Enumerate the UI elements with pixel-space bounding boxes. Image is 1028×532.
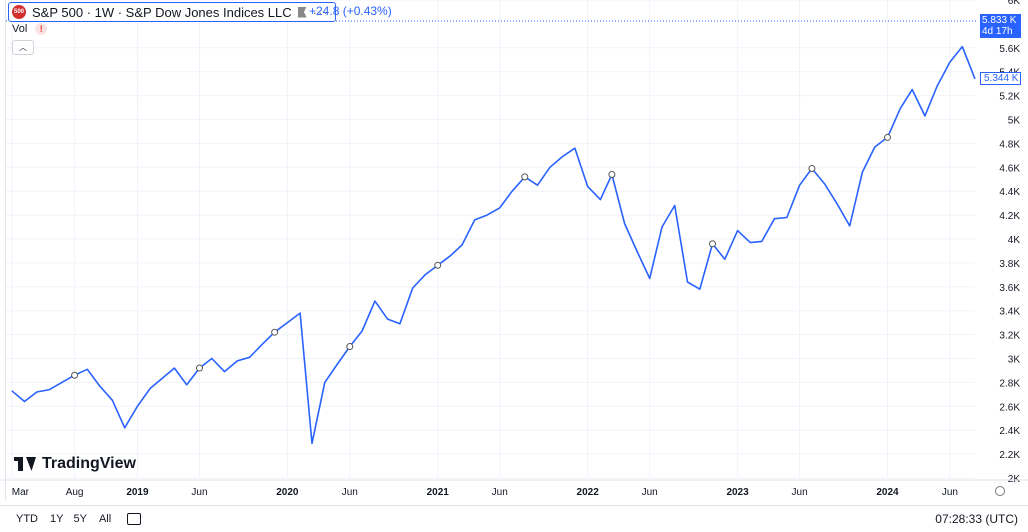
sp500-logo-icon: 500: [12, 5, 26, 19]
x-tick-label: Aug: [66, 487, 84, 498]
range-1y-button[interactable]: 1Y: [50, 513, 64, 525]
tradingview-logo-icon: [14, 457, 36, 471]
event-marker: [71, 371, 79, 379]
x-tick-label: Jun: [642, 487, 658, 498]
y-tick-label: 2.8K: [999, 378, 1020, 389]
x-tick-label: 2021: [427, 487, 450, 498]
flag-icon[interactable]: [297, 6, 307, 18]
y-tick-label: 3K: [1008, 355, 1021, 366]
price-chart[interactable]: 2K2.2K2.4K2.6K2.8K3K3.2K3.4K3.6K3.8K4K4.…: [0, 0, 1028, 505]
event-marker: [434, 261, 442, 269]
event-marker: [271, 328, 279, 336]
event-marker: [884, 133, 892, 141]
y-tick-label: 4.8K: [999, 139, 1020, 150]
y-tick-label: 5.6K: [999, 44, 1020, 55]
y-tick-label: 3.8K: [999, 259, 1020, 270]
y-tick-label: 4.2K: [999, 211, 1020, 222]
y-tick-label: 5.2K: [999, 92, 1020, 103]
watermark-text: TradingView: [42, 455, 136, 472]
y-tick-label: 2.4K: [999, 426, 1020, 437]
y-tick-label: 3.2K: [999, 331, 1020, 342]
series-line: [11, 45, 976, 445]
calendar-icon[interactable]: [127, 513, 142, 525]
collapse-legend-button[interactable]: ︿: [12, 40, 34, 55]
bar-countdown: 4d 17h: [982, 26, 1013, 37]
y-tick-label: 2.2K: [999, 450, 1020, 461]
event-marker: [608, 170, 616, 178]
x-tick-label: Mar: [12, 487, 30, 498]
tradingview-watermark[interactable]: TradingView: [14, 455, 136, 473]
event-marker: [521, 173, 529, 181]
x-tick-label: Jun: [792, 487, 808, 498]
x-tick-label: Jun: [492, 487, 508, 498]
x-tick-label: Jun: [342, 487, 358, 498]
chevron-up-icon: ︿: [19, 43, 27, 52]
x-tick-label: 2023: [726, 487, 749, 498]
bottom-toolbar: YTD 1Y 5Y All 07:28:33 (UTC): [0, 505, 1028, 532]
range-5y-button[interactable]: 5Y: [73, 513, 87, 525]
event-marker: [346, 343, 354, 351]
y-tick-label: 4K: [1008, 235, 1021, 246]
event-marker: [709, 240, 717, 248]
price-change: +24.8 (+0.43%): [309, 4, 392, 18]
x-tick-label: Jun: [942, 487, 958, 498]
event-marker: [808, 164, 816, 172]
settings-gear-icon[interactable]: [995, 486, 1005, 496]
y-tick-label: 5K: [1008, 116, 1021, 127]
volume-legend[interactable]: Vol !: [12, 23, 48, 35]
chart-area[interactable]: [5, 0, 1028, 500]
vol-label: Vol: [12, 23, 28, 35]
x-tick-label: 2024: [876, 487, 899, 498]
y-tick-label: 3.6K: [999, 283, 1020, 294]
y-tick-label: 6K: [1008, 0, 1021, 7]
y-tick-label: 3.4K: [999, 307, 1020, 318]
x-tick-label: 2020: [276, 487, 299, 498]
last-value-tag: 5.344 K: [980, 72, 1021, 85]
y-tick-label: 4.6K: [999, 163, 1020, 174]
warning-icon[interactable]: !: [35, 23, 48, 35]
range-ytd-button[interactable]: YTD: [16, 513, 38, 525]
range-all-button[interactable]: All: [98, 513, 112, 525]
symbol-legend[interactable]: 500 S&P 500 · 1W · S&P Dow Jones Indices…: [8, 2, 336, 22]
more-icon[interactable]: ···: [312, 4, 329, 20]
y-tick-label: 4.4K: [999, 187, 1020, 198]
utc-clock[interactable]: 07:28:33 (UTC): [935, 512, 1018, 526]
current-price-tag: 5.833 K 4d 17h: [980, 14, 1021, 38]
symbol-title: S&P 500 · 1W · S&P Dow Jones Indices LLC: [32, 4, 292, 20]
x-tick-label: 2019: [126, 487, 149, 498]
y-tick-label: 2.6K: [999, 402, 1020, 413]
current-price: 5.833 K: [982, 15, 1017, 26]
x-tick-label: Jun: [191, 487, 207, 498]
x-tick-label: 2022: [577, 487, 600, 498]
event-marker: [195, 364, 203, 372]
